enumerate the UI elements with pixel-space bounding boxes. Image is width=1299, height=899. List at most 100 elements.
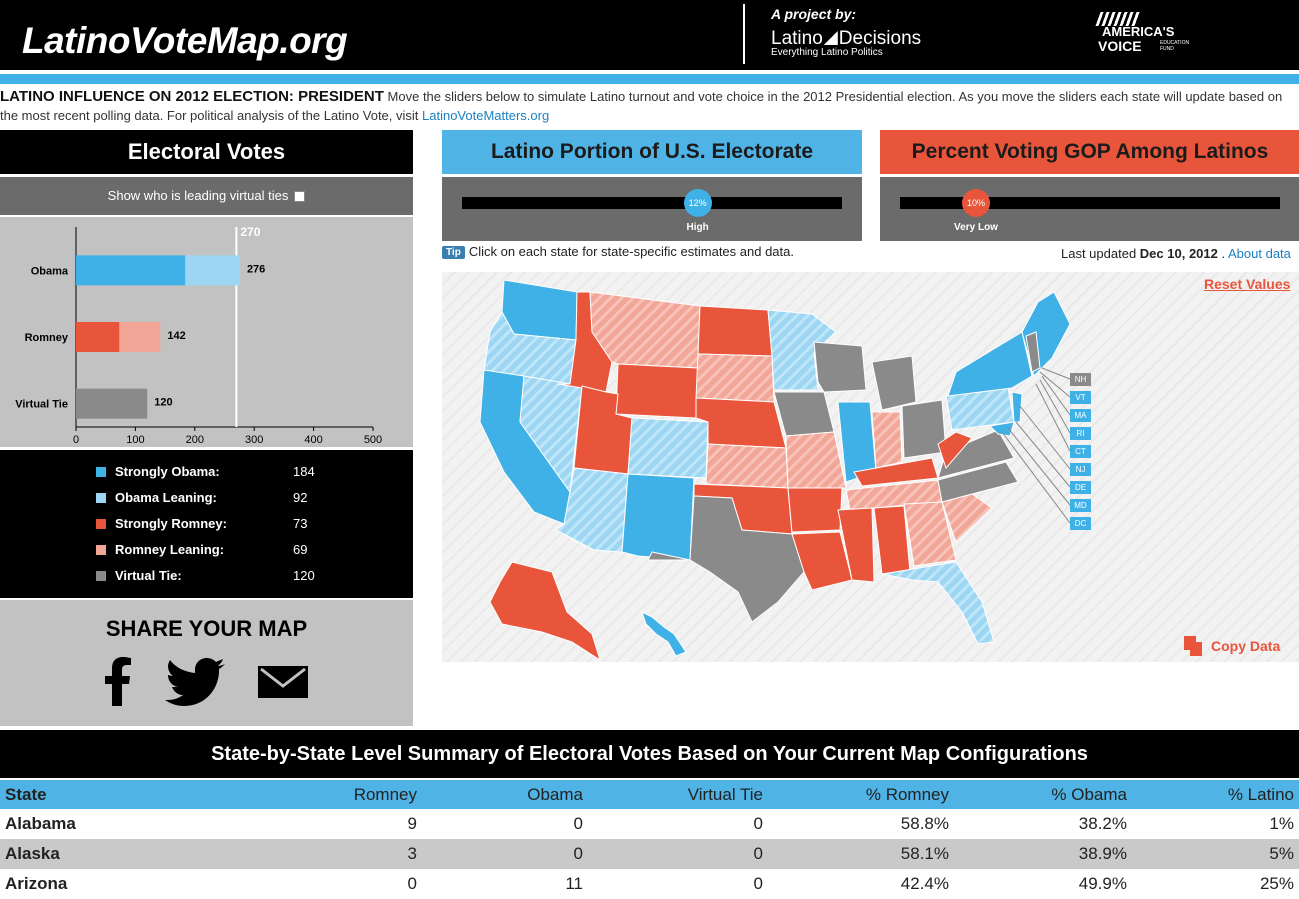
small-state-de[interactable]: DE [1070,481,1091,494]
table-cell: 38.9% [954,839,1132,869]
latino-portion-slider[interactable]: 12% High [442,177,862,241]
col-header-romney[interactable]: Romney [140,780,422,809]
updated-prefix: Last updated [1061,246,1140,261]
us-map[interactable] [442,272,1299,662]
chart-bar-leaning [119,322,161,352]
table-cell: 25% [1259,874,1294,893]
legend-label: Strongly Romney: [115,516,227,531]
table-cell: 49.9% [1078,874,1127,893]
electoral-chart-svg: 0 100 200 300 400 500 270 Obama 276 Romney 142 Virt… [15,225,382,446]
table-row: Alaska 3 0 0 58.1% 38.9% 5% [0,839,1299,869]
us-map-svg[interactable] [442,272,1299,662]
state-minnesota [767,309,837,391]
chart-value-label: 142 [167,330,185,342]
ld-logo-right: Decisions [838,28,922,49]
slider-knob[interactable]: 10% [962,189,990,217]
slider-knob[interactable]: 12% [683,189,712,217]
small-state-vt[interactable]: VT [1070,391,1091,404]
state-west-virginia [937,431,973,469]
state-wisconsin [813,341,867,393]
legend-romney-leaning: Romney Leaning: 69 [96,540,307,560]
show-ties-row[interactable]: Show who is leading virtual ties [0,177,413,215]
small-state-ma[interactable]: MA [1070,409,1091,422]
americas-voice-logo[interactable]: AMERICA'S VOICE EDUCATION FUND [1095,10,1198,60]
table-cell: 11 [565,874,583,893]
latinovotematters-link[interactable]: LatinoVoteMatters.org [422,108,550,123]
col-header-pct-obama[interactable]: % Obama [954,780,1132,809]
table-cell: 38.2% [1078,814,1127,833]
gop-percent-slider[interactable]: 10% Very Low [880,177,1299,241]
state-north-dakota [697,305,773,357]
small-state-md[interactable]: MD [1070,499,1091,512]
twitter-icon[interactable] [162,658,226,706]
top-stripe [0,74,1299,84]
state-texas [647,495,805,623]
table-cell: 0 [588,839,768,869]
copy-icon [1184,636,1202,656]
about-data-link[interactable]: About data [1228,246,1291,261]
table-cell: 0 [407,874,417,893]
small-state-dc[interactable]: DC [1070,517,1091,530]
legend-strong-romney: Strongly Romney: 73 [96,514,307,534]
table-cell: 3 [140,839,422,869]
legend-label: Strongly Obama: [115,464,220,479]
chart-value-label: 276 [247,263,265,275]
col-header-pct-romney[interactable]: % Romney [768,780,954,809]
small-state-ri[interactable]: RI [1070,427,1091,440]
slider-track[interactable] [462,197,842,209]
chart-category-label: Romney [25,332,69,344]
chart-x-tick-label: 500 [364,434,382,446]
table-header-row: State Romney Obama Virtual Tie % Romney … [0,780,1299,809]
chart-category-label: Obama [31,265,69,277]
table-cell: 58.8% [900,814,949,833]
state-new-jersey [1011,391,1023,423]
latino-decisions-logo[interactable]: Latino Decisions [771,28,921,50]
state-maryland [988,421,1015,437]
table-cell: 0 [422,839,588,869]
slider-level-label: Very Low [954,222,998,233]
chart-x-tick-label: 0 [73,434,79,446]
small-state-ct[interactable]: CT [1070,445,1091,458]
site-header: LatinoVoteMap.org A project by: Latino De… [0,0,1299,70]
state-alaska [489,561,601,662]
legend-obama-leaning: Obama Leaning: 92 [96,488,307,508]
state-arkansas [787,487,843,533]
table-cell: Alaska [0,839,140,869]
header-divider [743,4,745,64]
legend-label: Obama Leaning: [115,490,217,505]
small-state-nj[interactable]: NJ [1070,463,1091,476]
tip-line: Tip Click on each state for state-specifi… [442,244,794,259]
site-logo[interactable]: LatinoVoteMap.org [22,20,348,61]
col-header-obama[interactable]: Obama [422,780,588,809]
show-ties-label: Show who is leading virtual ties [107,188,289,203]
state-new-hampshire [1025,331,1041,373]
reset-values-link[interactable]: Reset Values [1204,276,1291,292]
show-ties-checkbox[interactable] [294,191,306,202]
slider-track[interactable] [900,197,1280,209]
email-icon[interactable] [258,666,308,698]
table-cell: 0 [753,874,763,893]
copy-data-button[interactable]: Copy Data [1184,636,1280,656]
state-alabama [873,505,911,575]
latino-portion-title: Latino Portion of U.S. Electorate [442,130,862,174]
small-state-nh[interactable]: NH [1070,373,1091,386]
legend-swatch [96,571,106,581]
col-header-state[interactable]: State [0,780,140,809]
electoral-chart: 0 100 200 300 400 500 270 Obama 276 Romney 142 Virt… [0,217,413,447]
state-kansas [705,443,789,489]
facebook-icon[interactable] [103,656,133,706]
col-header-pct-latino[interactable]: % Latino [1132,780,1299,809]
av-logo-small: EDUCATION FUND [1160,40,1190,52]
table-cell: Alabama [5,814,76,833]
av-logo-line1: AMERICA'S [1102,24,1175,39]
table-cell: Arizona [5,874,68,893]
state-florida [881,561,995,645]
tip-text: Click on each state for state-specific e… [468,244,794,259]
latino-decisions-tagline: Everything Latino Politics [771,47,883,58]
legend-swatch [96,493,106,503]
col-header-virtual-tie[interactable]: Virtual Tie [588,780,768,809]
chart-bar-strong [76,255,186,286]
legend-strong-obama: Strongly Obama: 184 [96,462,315,482]
project-by-label: A project by: [771,6,857,22]
slider-level-label: High [686,222,709,233]
